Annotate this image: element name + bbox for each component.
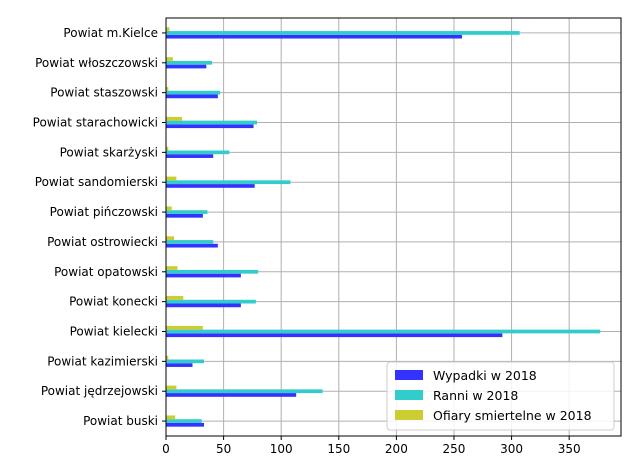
x-tick-label: 300 (500, 442, 523, 456)
y-tick-label: Powiat opatowski (54, 265, 158, 279)
y-tick-label: Powiat pińczowski (50, 205, 158, 219)
y-tick-label: Powiat konecki (69, 295, 158, 309)
y-tick-label: Powiat kazimierski (47, 354, 158, 368)
bar-ranni-w-2018 (166, 180, 291, 185)
x-axis-ticks: 0 50 100 150 200 250 300 350 (162, 436, 581, 456)
y-tick-label: Powiat staszowski (50, 86, 158, 100)
bar-ranni-w-2018 (166, 60, 213, 65)
bar-wypadki-w-2018 (166, 333, 503, 338)
legend: Wypadki w 2018 Ranni w 2018 Ofiary smierte… (386, 361, 615, 431)
legend-swatch (395, 370, 423, 380)
bar-ofiary-smiertelne-w-2018 (166, 415, 176, 420)
bar-wypadki-w-2018 (166, 154, 214, 158)
bar-wypadki-w-2018 (166, 34, 463, 39)
bar-ofiary-smiertelne-w-2018 (166, 236, 175, 241)
axes (165, 17, 622, 437)
bars-group (166, 27, 601, 427)
bar-ofiary-smiertelne-w-2018 (166, 116, 183, 121)
bar-ranni-w-2018 (166, 120, 257, 125)
bar-wypadki-w-2018 (166, 303, 241, 308)
bar-wypadki-w-2018 (166, 124, 254, 129)
bar-ranni-w-2018 (166, 389, 323, 394)
x-tick-label: 50 (216, 442, 231, 456)
x-tick-label: 350 (558, 442, 581, 456)
y-tick-label: Powiat m.Kielce (63, 26, 158, 40)
bar-wypadki-w-2018 (166, 363, 193, 367)
bar-ofiary-smiertelne-w-2018 (166, 325, 203, 330)
bar-wypadki-w-2018 (166, 243, 218, 248)
bar-ofiary-smiertelne-w-2018 (166, 176, 177, 181)
bar-ranni-w-2018 (166, 31, 520, 35)
legend-label: Ofiary smiertelne w 2018 (433, 408, 592, 423)
x-tick-label: 200 (385, 442, 408, 456)
bar-ofiary-smiertelne-w-2018 (166, 385, 177, 390)
y-tick-label: Powiat starachowicki (33, 116, 158, 130)
x-tick-label: 100 (270, 442, 293, 456)
bar-ofiary-smiertelne-w-2018 (166, 206, 172, 211)
bar-ofiary-smiertelne-w-2018 (166, 87, 169, 91)
y-axis-ticks: Powiat buski Powiat jędrzejowski Powiat ka… (33, 26, 166, 428)
legend-swatch (395, 390, 423, 400)
bar-ofiary-smiertelne-w-2018 (166, 57, 173, 61)
y-tick-label: Powiat skarżyski (60, 145, 158, 159)
legend-label: Ranni w 2018 (433, 388, 518, 403)
x-tick-label: 150 (327, 442, 350, 456)
bar-ranni-w-2018 (166, 240, 214, 244)
bar-ofiary-smiertelne-w-2018 (166, 266, 178, 270)
y-tick-label: Powiat kielecki (70, 325, 158, 339)
bar-ofiary-smiertelne-w-2018 (166, 27, 170, 32)
bar-ofiary-smiertelne-w-2018 (166, 146, 169, 151)
bar-ranni-w-2018 (166, 90, 221, 95)
y-tick-label: Powiat buski (83, 414, 158, 428)
bar-wypadki-w-2018 (166, 184, 255, 188)
bar-ranni-w-2018 (166, 210, 208, 214)
plot-frame (165, 17, 622, 437)
bar-ofiary-smiertelne-w-2018 (166, 355, 169, 360)
bar-ranni-w-2018 (166, 150, 230, 155)
y-tick-label: Powiat jędrzejowski (41, 384, 158, 398)
bar-ranni-w-2018 (166, 329, 601, 334)
bar-wypadki-w-2018 (166, 422, 205, 427)
bar-ranni-w-2018 (166, 299, 256, 304)
y-tick-label: Powiat sandomierski (35, 175, 158, 189)
bar-wypadki-w-2018 (166, 94, 218, 99)
bar-wypadki-w-2018 (166, 213, 203, 218)
bar-ofiary-smiertelne-w-2018 (166, 296, 184, 300)
legend-label: Wypadki w 2018 (433, 368, 537, 383)
y-tick-label: Powiat ostrowiecki (47, 235, 158, 249)
x-tick-label: 250 (443, 442, 466, 456)
bar-ranni-w-2018 (166, 269, 259, 274)
y-tick-label: Powiat włoszczowski (35, 56, 158, 70)
bar-wypadki-w-2018 (166, 393, 297, 397)
bar-ranni-w-2018 (166, 359, 205, 364)
bar-ranni-w-2018 (166, 419, 202, 423)
bar-wypadki-w-2018 (166, 64, 207, 69)
x-tick-label: 0 (162, 442, 170, 456)
legend-swatch (395, 410, 423, 420)
legend-box (386, 361, 615, 431)
bar-wypadki-w-2018 (166, 273, 241, 278)
